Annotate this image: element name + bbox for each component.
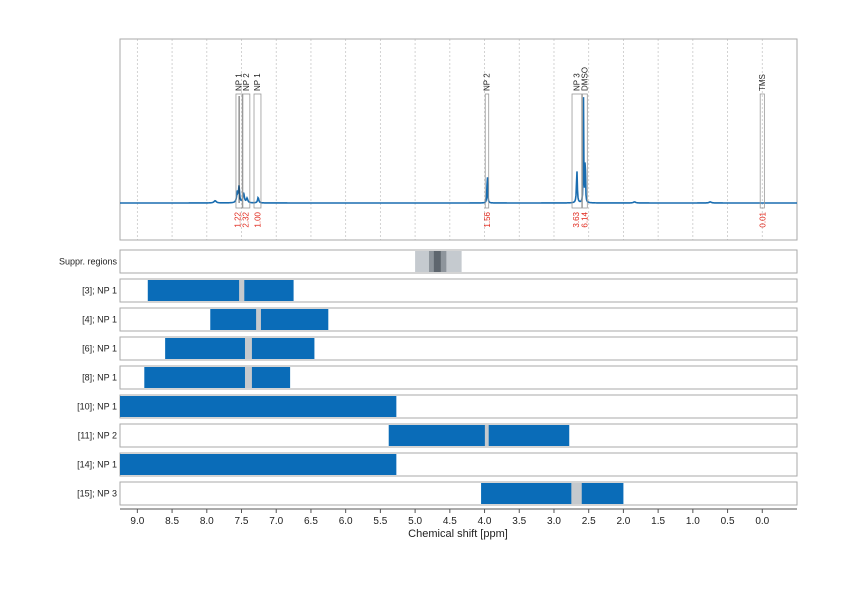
x-axis: 9.0 8.5 8.0 7.5 7.0 6.5 6.0 5.5 5.0 4.5 4.0 3.5 3.0 2… xyxy=(120,508,797,527)
x-tick-label: 3.5 xyxy=(512,516,526,527)
x-tick-label: 7.0 xyxy=(269,516,283,527)
region-bar xyxy=(388,425,570,446)
peak-annotation-label: NP 1 xyxy=(253,73,262,91)
row-label: [14]; NP 1 xyxy=(77,460,117,470)
x-tick-label: 8.5 xyxy=(165,516,179,527)
row-label: [11]; NP 2 xyxy=(78,431,117,441)
peak-highlight xyxy=(571,483,582,504)
x-tick-label: 1.0 xyxy=(686,516,700,527)
region-row: [15]; NP 3 xyxy=(77,481,798,506)
region-row: [4]; NP 1 xyxy=(82,307,798,332)
x-tick-label: 6.5 xyxy=(304,516,318,527)
integral-value: 1.00 xyxy=(253,211,262,227)
peak-annotation-box xyxy=(571,93,583,209)
region-rows: Suppr. regions [3]; NP 1 [4]; NP 1 [6]; NP … xyxy=(59,249,798,506)
region-row: [10]; NP 1 xyxy=(77,394,798,419)
peak-annotation-label: DMSO xyxy=(580,67,589,91)
peak-annotation-label: NP 2 xyxy=(482,73,491,91)
peak-annotation-label: NP 2 xyxy=(242,73,251,91)
region-bar xyxy=(120,454,397,475)
peak-annotation-label: NP 3 xyxy=(572,73,581,91)
x-tick-label: 2.5 xyxy=(582,516,596,527)
peak-highlight xyxy=(484,425,489,446)
x-tick-label: 7.5 xyxy=(235,516,249,527)
region-row: [14]; NP 1 xyxy=(77,452,798,477)
region-bar xyxy=(120,396,397,417)
x-tick-label: 3.0 xyxy=(547,516,561,527)
integral-value: 3.63 xyxy=(572,211,581,227)
peak-highlight xyxy=(244,338,252,359)
integral-value: 0.01 xyxy=(758,211,767,227)
row-label: [3]; NP 1 xyxy=(82,286,117,296)
x-tick-label: 0.5 xyxy=(721,516,735,527)
peak-annotation-box xyxy=(484,93,490,209)
peak-highlight xyxy=(244,367,252,388)
x-tick-label: 4.0 xyxy=(478,516,492,527)
region-row: [11]; NP 2 xyxy=(78,423,798,448)
x-tick-label: 5.5 xyxy=(373,516,387,527)
row-label: [6]; NP 1 xyxy=(82,344,117,354)
x-tick-label: 5.0 xyxy=(408,516,422,527)
row-label: [15]; NP 3 xyxy=(77,489,117,499)
grid-lines xyxy=(136,39,763,240)
spectrum-frame xyxy=(119,38,798,241)
peak-annotation-box xyxy=(253,93,262,209)
region-bar xyxy=(210,309,329,330)
region-bar xyxy=(481,483,624,504)
row-label: [8]; NP 1 xyxy=(82,373,117,383)
peak-annotation-label: NP 1 xyxy=(235,73,244,91)
region-bar xyxy=(144,367,291,388)
region-row: Suppr. regions xyxy=(59,249,798,274)
region-bar xyxy=(147,280,294,301)
suppression-region xyxy=(433,251,441,272)
x-tick-label: 8.0 xyxy=(200,516,214,527)
spectrum-line xyxy=(120,97,797,204)
x-tick-label: 9.0 xyxy=(130,516,144,527)
row-label: [10]; NP 1 xyxy=(77,402,117,412)
peak-annotation-box xyxy=(235,93,243,209)
x-tick-label: 6.0 xyxy=(339,516,353,527)
peak-annotation-box xyxy=(582,93,588,209)
x-tick-label: 0.0 xyxy=(755,516,769,527)
peak-highlight xyxy=(239,280,245,301)
peak-annotation-box xyxy=(242,93,251,209)
region-row: [6]; NP 1 xyxy=(82,336,798,361)
region-row: [8]; NP 1 xyxy=(82,365,798,390)
row-frame xyxy=(119,481,798,506)
peak-highlight xyxy=(256,309,261,330)
row-label: Suppr. regions xyxy=(59,257,118,267)
peak-annotation-box xyxy=(759,93,765,209)
region-row: [3]; NP 1 xyxy=(82,278,798,303)
x-tick-label: 4.5 xyxy=(443,516,457,527)
peak-annotation-label: TMS xyxy=(758,74,767,91)
region-bar xyxy=(165,338,315,359)
integral-value: 1.22 xyxy=(233,211,242,227)
x-axis-label: Chemical shift [ppm] xyxy=(408,528,508,540)
x-tick-label: 1.5 xyxy=(651,516,665,527)
integral-value: 6.14 xyxy=(581,211,590,227)
integral-value: 1.56 xyxy=(483,211,492,227)
integral-value: 2.32 xyxy=(242,211,251,227)
row-label: [4]; NP 1 xyxy=(82,315,117,325)
x-tick-label: 2.0 xyxy=(616,516,630,527)
